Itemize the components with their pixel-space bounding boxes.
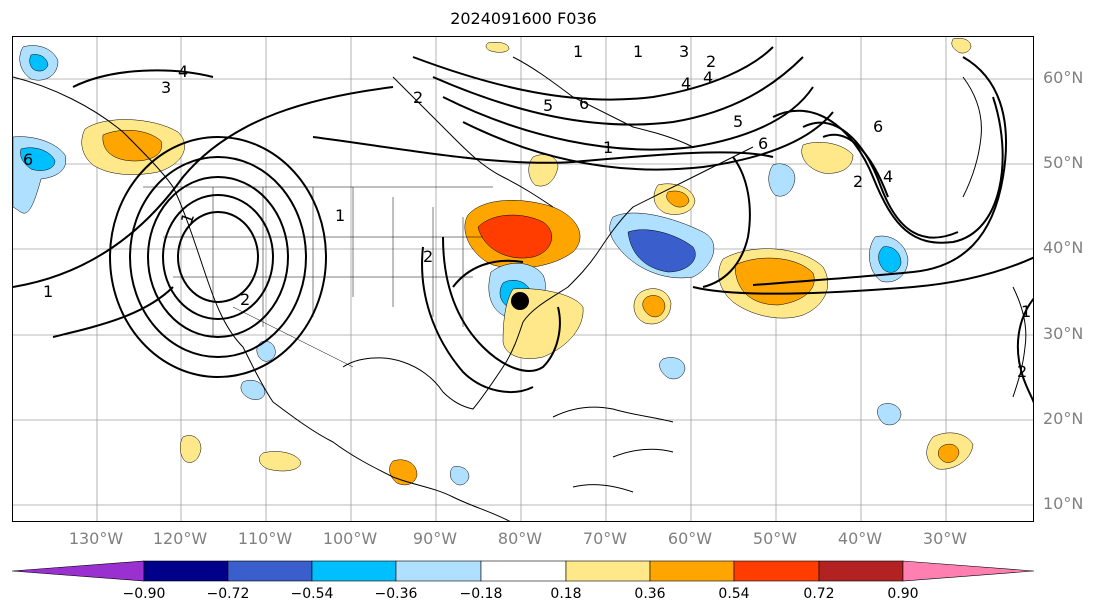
contour-label: 2 [413,88,423,107]
contour-label: 2 [706,52,716,71]
contour-label: 4 [883,167,893,186]
colorbar-segment [480,560,567,582]
colorbar-segment [227,560,313,582]
lon-label: 70°W [582,529,628,548]
map-panel: 1 2 3 4 5 6 1 2 5 6 4 2 1 6 1 1 2 4 6 1 … [12,36,1034,522]
contour-label: 2 [423,247,433,266]
lon-label: 110°W [237,529,293,548]
colorbar-tick: −0.90 [122,586,166,602]
anomaly-fills [13,38,974,486]
lat-label: 20°N [1043,409,1084,428]
graticule [13,37,1033,521]
colorbar [11,560,1035,582]
map-canvas: 1 2 3 4 5 6 1 2 5 6 4 2 1 6 1 1 2 4 6 1 … [13,37,1033,521]
storm-center-marker [511,292,529,310]
lat-label: 10°N [1043,494,1084,513]
contour-label: 3 [161,78,171,97]
contour-label: 1 [603,138,613,157]
contour-label: 2 [853,172,863,191]
contour-label: 6 [579,94,589,113]
contour-label: 1 [573,42,583,61]
colorbar-tick: −0.18 [459,586,503,602]
lon-label: 130°W [68,529,124,548]
lon-label: 30°W [922,529,968,548]
colorbar-segment [311,560,397,582]
contour-label: 6 [23,150,33,169]
contour-label: 1 [43,282,53,301]
colorbar-segment [143,560,229,582]
colorbar-segment [395,560,482,582]
map-title: 2024091600 F036 [450,9,597,28]
contour-label: 3 [679,42,689,61]
colorbar-tick: −0.72 [206,586,250,602]
contour-label: 2 [1017,362,1027,381]
colorbar-tick: 0.54 [718,586,750,602]
contour-label: 5 [543,96,553,115]
colorbar-segment [11,560,145,582]
colorbar-segment [565,560,651,582]
contour-label: 4 [703,68,713,87]
contour-label: 4 [681,74,691,93]
lon-label: 120°W [152,529,208,548]
lon-label: 60°W [667,529,713,548]
lat-label: 30°N [1043,324,1084,343]
contour-label: 1 [1021,302,1031,321]
colorbar-segment [818,560,904,582]
colorbar-tick: −0.54 [290,586,334,602]
coastlines [13,56,1027,521]
lat-label: 60°N [1043,68,1084,87]
lon-label: 90°W [412,529,458,548]
contour-label: 4 [178,62,188,81]
contour-label: 1 [335,206,345,225]
lon-label: 100°W [322,529,378,548]
contours [13,46,1033,403]
contour-label: 6 [758,134,768,153]
contour-labels: 1 2 3 4 5 6 1 2 5 6 4 2 1 6 1 1 2 4 6 1 … [23,42,1031,381]
colorbar-tick: 0.18 [550,586,582,602]
colorbar-segments [11,560,1035,582]
colorbar-segment [902,560,1035,582]
colorbar-tick: 0.72 [803,586,835,602]
contour-label: 1 [633,42,643,61]
contour-label: 5 [733,112,743,131]
colorbar-segment [649,560,735,582]
lat-label: 50°N [1043,153,1084,172]
colorbar-segment [733,560,820,582]
contour-label: 2 [240,290,250,309]
contour-label: 1 [177,210,198,226]
contour-label: 6 [873,117,883,136]
colorbar-tick: 0.90 [887,586,919,602]
lon-label: 80°W [497,529,543,548]
colorbar-tick: −0.36 [374,586,418,602]
lon-label: 40°W [837,529,883,548]
lat-label: 40°N [1043,238,1084,257]
colorbar-tick: 0.36 [634,586,666,602]
lon-label: 50°W [752,529,798,548]
